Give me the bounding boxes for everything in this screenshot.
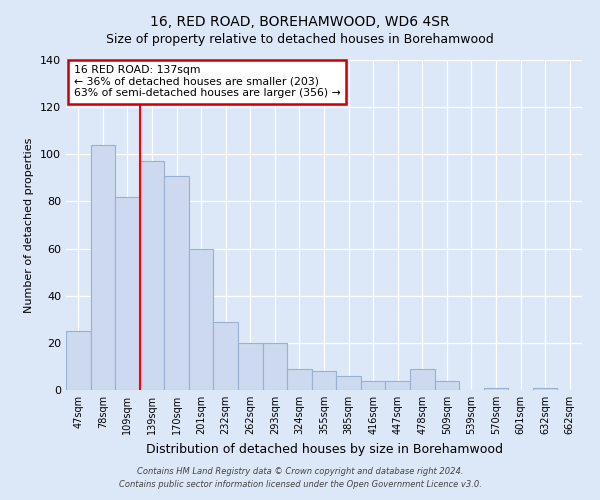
Text: 16, RED ROAD, BOREHAMWOOD, WD6 4SR: 16, RED ROAD, BOREHAMWOOD, WD6 4SR: [150, 15, 450, 29]
Bar: [91, 145, 115, 390]
Bar: [287, 369, 312, 390]
Bar: [263, 343, 287, 390]
Bar: [238, 343, 263, 390]
Bar: [164, 176, 189, 390]
Bar: [533, 388, 557, 390]
Bar: [361, 380, 385, 390]
Bar: [140, 162, 164, 390]
X-axis label: Distribution of detached houses by size in Borehamwood: Distribution of detached houses by size …: [146, 442, 503, 456]
Bar: [434, 380, 459, 390]
Bar: [385, 380, 410, 390]
Bar: [189, 248, 214, 390]
Bar: [115, 196, 140, 390]
Bar: [214, 322, 238, 390]
Bar: [336, 376, 361, 390]
Y-axis label: Number of detached properties: Number of detached properties: [25, 138, 34, 312]
Text: Size of property relative to detached houses in Borehamwood: Size of property relative to detached ho…: [106, 32, 494, 46]
Bar: [410, 369, 434, 390]
Bar: [312, 371, 336, 390]
Bar: [484, 388, 508, 390]
Bar: [66, 331, 91, 390]
Text: Contains HM Land Registry data © Crown copyright and database right 2024.
Contai: Contains HM Land Registry data © Crown c…: [119, 468, 481, 489]
Text: 16 RED ROAD: 137sqm
← 36% of detached houses are smaller (203)
63% of semi-detac: 16 RED ROAD: 137sqm ← 36% of detached ho…: [74, 65, 340, 98]
